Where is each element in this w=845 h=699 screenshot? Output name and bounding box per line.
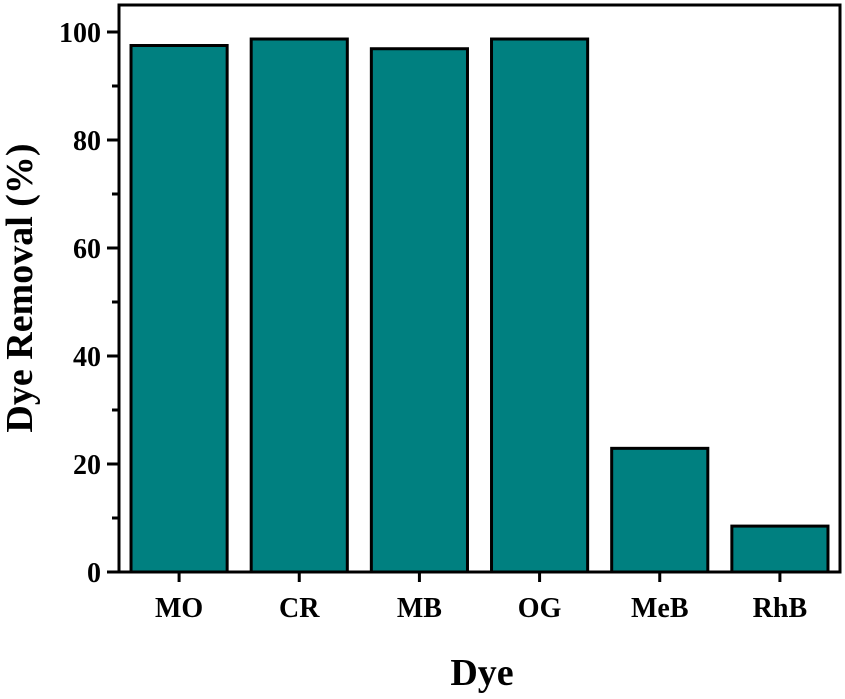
y-axis-title: Dye Removal (%) bbox=[0, 143, 41, 432]
x-axis-ticks: MO CR MB OG MeB RhB bbox=[155, 572, 807, 624]
bar-mb bbox=[369, 47, 469, 574]
y-axis-ticks: 0 20 40 60 80 100 bbox=[59, 18, 119, 589]
y-tick-label: 20 bbox=[73, 450, 101, 481]
y-tick-label: 60 bbox=[73, 234, 101, 265]
y-tick-label: 80 bbox=[73, 126, 101, 157]
bar-rhb bbox=[730, 524, 830, 574]
x-axis-title: Dye bbox=[450, 652, 513, 694]
bar-mo bbox=[129, 44, 229, 574]
y-tick-label: 100 bbox=[59, 18, 101, 49]
bar-cr bbox=[249, 37, 349, 574]
plot-frame bbox=[117, 3, 842, 574]
bar-meb bbox=[610, 446, 710, 574]
x-tick-label: CR bbox=[279, 593, 320, 624]
x-tick-label: RhB bbox=[753, 593, 807, 624]
bars-group bbox=[129, 37, 830, 574]
x-tick-label: MB bbox=[397, 593, 442, 624]
x-tick-label: OG bbox=[518, 593, 562, 624]
bar-og bbox=[490, 37, 590, 574]
y-tick-label: 0 bbox=[87, 558, 101, 589]
y-tick-label: 40 bbox=[73, 342, 101, 373]
x-tick-label: MeB bbox=[631, 593, 689, 624]
x-tick-label: MO bbox=[155, 593, 203, 624]
